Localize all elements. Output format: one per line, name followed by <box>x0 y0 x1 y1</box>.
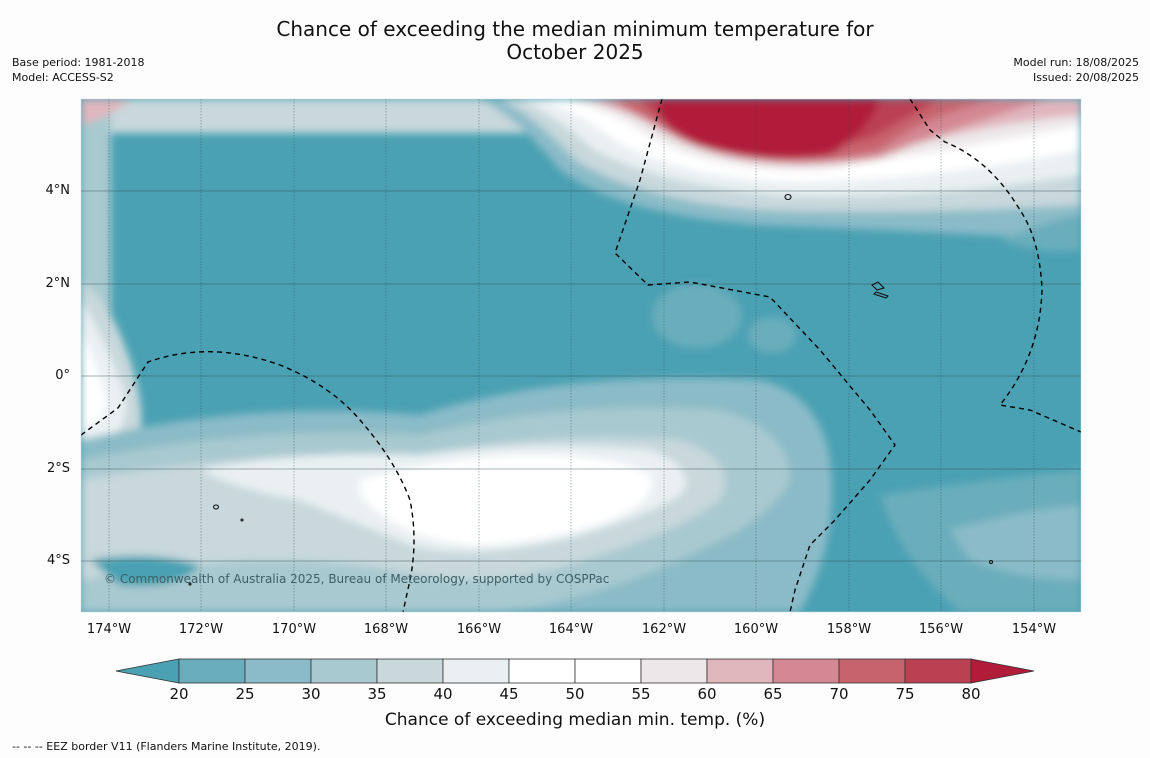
copyright-credit: © Commonwealth of Australia 2025, Bureau… <box>104 572 610 586</box>
colorbar-tick-75: 75 <box>895 685 915 703</box>
lon-label-158w: 158°W <box>826 622 872 637</box>
colorbar-tick-45: 45 <box>499 685 519 703</box>
lon-label-162w: 162°W <box>641 622 687 637</box>
colorbar-tick-20: 20 <box>169 685 189 703</box>
colorbar-bin-25 <box>244 658 312 684</box>
lon-label-168w: 168°W <box>363 622 409 637</box>
colorbar-tick-70: 70 <box>829 685 849 703</box>
colorbar-tick-40: 40 <box>433 685 453 703</box>
map-frame <box>80 98 1082 613</box>
colorbar-bin-40 <box>442 658 510 684</box>
grid-lines <box>81 99 1081 612</box>
lon-label-156w: 156°W <box>918 622 964 637</box>
chart-title: Chance of exceeding the median minimum t… <box>0 18 1150 64</box>
lon-label-166w: 166°W <box>456 622 502 637</box>
colorbar-tick-80: 80 <box>961 685 981 703</box>
lat-label-2n: 2°N <box>45 276 71 291</box>
colorbar-bin-65 <box>772 658 840 684</box>
colorbar-bin-45 <box>508 658 576 684</box>
meta-right: Model run: 18/08/2025 Issued: 20/08/2025 <box>1013 55 1139 85</box>
colorbar-tick-65: 65 <box>763 685 783 703</box>
colorbar-tick-50: 50 <box>565 685 585 703</box>
title-line-2: October 2025 <box>506 40 644 64</box>
lat-label-4s: 4°S <box>46 553 70 568</box>
colorbar-title: Chance of exceeding median min. temp. (%… <box>384 710 766 730</box>
colorbar-over-arrow <box>970 658 1035 684</box>
map-area <box>81 99 1081 612</box>
colorbar-bin-35 <box>376 658 444 684</box>
colorbar-bin-20 <box>178 658 246 684</box>
lat-label-2s: 2°S <box>46 461 70 476</box>
colorbar-bin-75 <box>904 658 972 684</box>
islands <box>188 193 994 586</box>
lat-label-4n: 4°N <box>45 183 71 198</box>
issued-date: Issued: 20/08/2025 <box>1032 71 1139 84</box>
colorbar-tick-25: 25 <box>235 685 255 703</box>
colorbar-under-arrow <box>115 658 180 684</box>
eez-border <box>81 99 1081 612</box>
model-name: Model: ACCESS-S2 <box>12 71 114 84</box>
eez-footnote: -- -- -- EEZ border V11 (Flanders Marine… <box>12 740 321 753</box>
colorbar-bin-70 <box>838 658 906 684</box>
lon-label-170w: 170°W <box>271 622 317 637</box>
colorbar-bin-60 <box>706 658 774 684</box>
lon-label-172w: 172°W <box>178 622 224 637</box>
colorbar-tick-35: 35 <box>367 685 387 703</box>
model-run: Model run: 18/08/2025 <box>1013 56 1139 69</box>
colorbar <box>115 658 1035 684</box>
colorbar-tick-30: 30 <box>301 685 321 703</box>
meta-left: Base period: 1981-2018 Model: ACCESS-S2 <box>12 55 144 85</box>
colorbar-bin-50 <box>574 658 642 684</box>
colorbar-tick-55: 55 <box>631 685 651 703</box>
lon-label-164w: 164°W <box>548 622 594 637</box>
base-period: Base period: 1981-2018 <box>12 56 145 69</box>
lat-label-0: 0° <box>55 368 70 383</box>
colorbar-tick-60: 60 <box>697 685 717 703</box>
colorbar-bin-30 <box>310 658 378 684</box>
lon-label-174w: 174°W <box>86 622 132 637</box>
title-line-1: Chance of exceeding the median minimum t… <box>276 17 874 41</box>
lon-label-160w: 160°W <box>733 622 779 637</box>
lon-label-154w: 154°W <box>1011 622 1057 637</box>
colorbar-bin-55 <box>640 658 708 684</box>
